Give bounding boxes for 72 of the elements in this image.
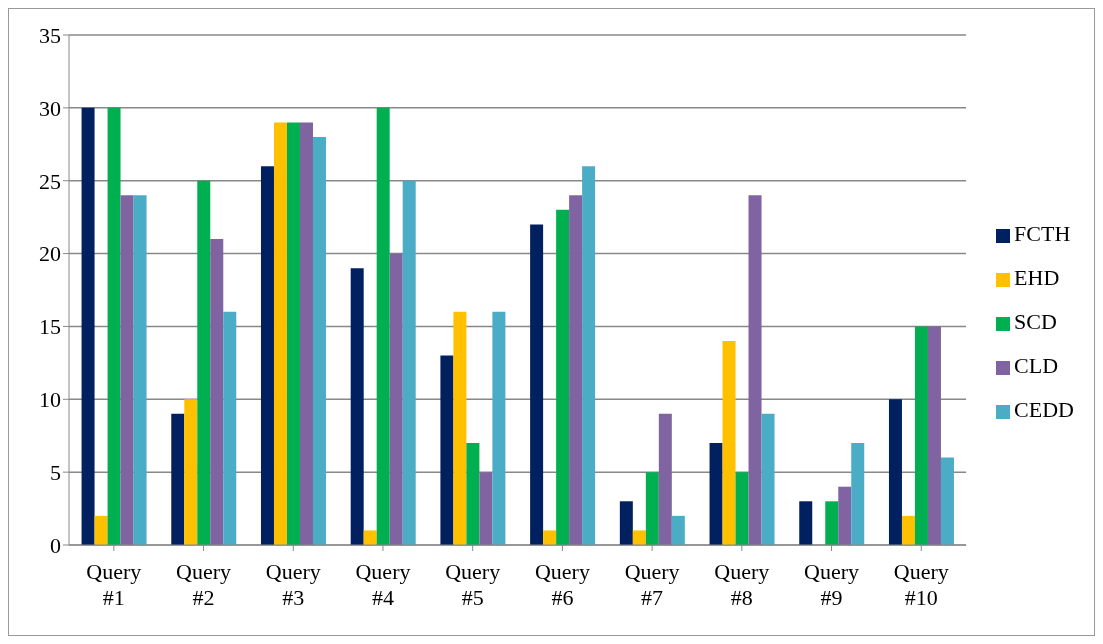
bar <box>260 166 274 545</box>
x-tick-label: Query #6 <box>534 559 590 610</box>
bar <box>299 122 313 545</box>
x-tick-label: Query #2 <box>176 559 232 610</box>
x-tick-label: Query #8 <box>714 559 770 610</box>
bar <box>171 413 185 545</box>
bar <box>94 515 108 545</box>
bar <box>197 180 211 545</box>
bar <box>619 501 633 545</box>
x-tick-label: Query #3 <box>265 559 321 610</box>
bar <box>133 195 147 545</box>
bar <box>466 443 480 545</box>
legend-label: CLD <box>1014 353 1059 378</box>
bar <box>735 472 749 545</box>
x-tick-label: Query #4 <box>355 559 411 610</box>
x-tick-label: Query #5 <box>445 559 501 610</box>
bar <box>223 311 237 545</box>
y-tick-label: 0 <box>50 532 61 558</box>
bar <box>389 253 403 545</box>
bar <box>851 443 865 545</box>
bar <box>582 166 596 545</box>
bar <box>927 326 941 545</box>
y-tick-label: 5 <box>50 459 61 485</box>
bar <box>556 209 570 545</box>
y-tick-label: 30 <box>39 95 61 121</box>
bar <box>901 515 915 545</box>
bar <box>312 137 326 545</box>
bar <box>81 107 95 545</box>
x-tick-label: Query #7 <box>624 559 680 610</box>
bar <box>825 501 839 545</box>
bar <box>376 107 390 545</box>
bar <box>569 195 583 545</box>
bar <box>799 501 813 545</box>
x-tick-label: Query #10 <box>893 559 949 610</box>
bar <box>453 311 467 545</box>
bar <box>530 224 544 545</box>
y-tick-label: 20 <box>39 241 61 267</box>
y-tick-label: 35 <box>39 22 61 48</box>
legend-label: SCD <box>1014 309 1057 334</box>
bar <box>940 457 954 545</box>
bar <box>273 122 287 545</box>
bar <box>761 413 775 545</box>
legend-label: EHD <box>1014 265 1060 290</box>
bar <box>440 355 454 545</box>
legend-label: FCTH <box>1014 221 1071 246</box>
y-tick-label: 10 <box>39 387 61 413</box>
legend-label: CEDD <box>1014 397 1074 422</box>
bar <box>492 311 506 545</box>
bar <box>402 180 416 545</box>
bar <box>709 443 723 545</box>
bar <box>363 530 377 545</box>
bar <box>748 195 762 545</box>
bar <box>210 239 224 545</box>
bar <box>107 107 121 545</box>
bar <box>671 515 685 545</box>
x-tick-label: Query #1 <box>86 559 142 610</box>
bar <box>632 530 646 545</box>
y-tick-label: 25 <box>39 168 61 194</box>
bar <box>286 122 300 545</box>
bar <box>888 399 902 545</box>
y-tick-label: 15 <box>39 314 61 340</box>
x-tick-label: Query #9 <box>804 559 860 610</box>
bar <box>658 413 672 545</box>
bar <box>914 326 928 545</box>
bar <box>838 486 852 545</box>
bar <box>722 341 736 545</box>
bar <box>184 399 198 545</box>
bar <box>479 472 493 545</box>
bar <box>543 530 557 545</box>
bar <box>120 195 134 545</box>
bar <box>350 268 364 545</box>
bar <box>645 472 659 545</box>
